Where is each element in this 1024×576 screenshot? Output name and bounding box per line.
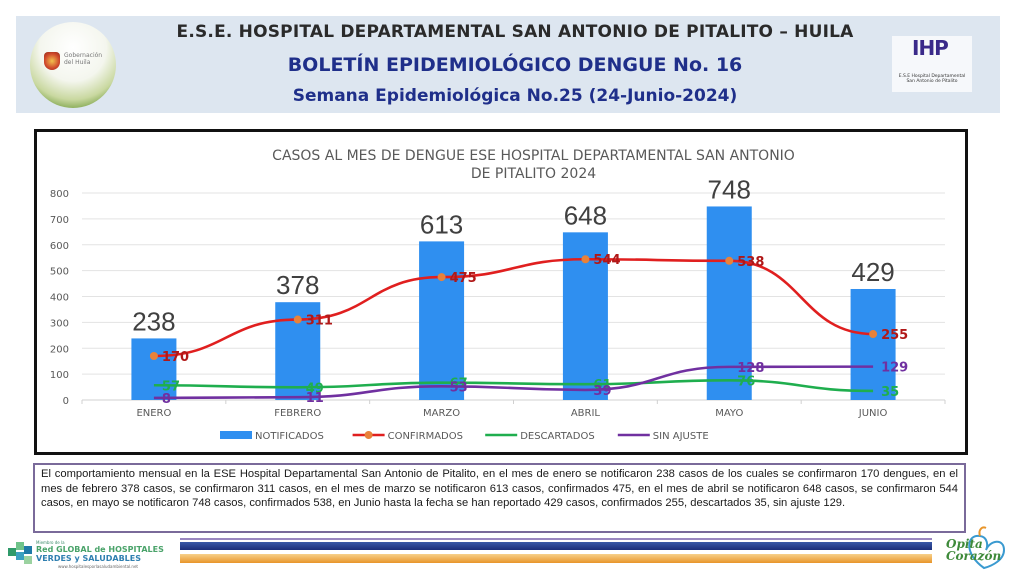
hospital-title: E.S.E. HOSPITAL DEPARTAMENTAL SAN ANTONI… [176,22,854,42]
legend-label-notificados: NOTIFICADOS [255,431,324,442]
data-label-sin-ajuste: 8 [162,392,171,407]
opita-word: Opita [946,537,983,551]
data-label-sin-ajuste: 53 [450,380,468,395]
legend-marker-confirmados [364,431,373,439]
y-tick-label: 100 [50,370,69,381]
chart-title-line: CASOS AL MES DE DENGUE ESE HOSPITAL DEPA… [272,148,795,164]
footer-stripes [180,536,932,566]
dengue-chart: CASOS AL MES DE DENGUE ESE HOSPITAL DEPA… [50,148,946,442]
line-confirmados [153,257,874,358]
data-label-confirmados: 538 [737,255,764,270]
bulletin-title: BOLETÍN EPIDEMIOLÓGICO DENGUE No. 16 [287,54,743,76]
legend-label-confirmados: CONFIRMADOS [388,431,463,442]
data-label-confirmados: 255 [881,328,908,343]
line-descartados [153,379,874,393]
x-tick-label: FEBRERO [274,408,321,419]
chart-container: CASOS AL MES DE DENGUE ESE HOSPITAL DEPA… [34,129,968,455]
x-tick-label: ENERO [136,408,171,419]
bar-value-label: 378 [276,270,319,300]
opita-de-corazon-logo: Opita Corazón [944,524,1010,572]
marker-confirmados [149,352,158,361]
logo-square [24,546,32,554]
bar-marzo [419,241,465,400]
header-banner [16,16,1000,113]
data-label-descartados: 49 [306,381,324,396]
stripe-blue [180,542,932,550]
x-tick-label: MARZO [423,408,460,419]
marker-confirmados [437,273,446,282]
gobernacion-logo-text: Gobernación del Huila [64,52,103,66]
y-tick-label: 300 [50,318,69,329]
green-logo-line2: Red GLOBAL de HOSPITALES [36,545,164,554]
green-logo-line3: VERDES y SALUDABLES [36,554,141,563]
marker-confirmados [581,255,590,264]
legend-label-sin-ajuste: SIN AJUSTE [653,431,709,442]
bar-enero [131,338,177,400]
data-label-confirmados: 170 [162,350,189,365]
data-label-confirmados: 544 [593,253,620,268]
bar-value-label: 238 [132,306,175,336]
logo-square [16,542,24,550]
bar-value-label: 429 [851,257,894,287]
gobernacion-huila-logo: Gobernación del Huila [30,22,116,108]
logo-square [8,548,16,556]
y-tick-label: 0 [63,396,69,407]
x-tick-label: MAYO [715,408,743,419]
logo-square [24,556,32,564]
y-tick-label: 800 [50,189,69,200]
y-tick-label: 200 [50,344,69,355]
stripe-orange [180,554,932,563]
legend-label-descartados: DESCARTADOS [520,431,595,442]
legend-swatch-notificados [220,431,252,439]
marker-confirmados [293,315,302,324]
marker-confirmados [725,256,734,265]
y-tick-label: 700 [50,215,69,226]
y-tick-label: 500 [50,267,69,278]
heart-icon [968,526,1006,570]
hospital-logo-mark: IHP [912,36,949,60]
x-tick-label: JUNIO [858,408,888,419]
corazon-logo-text: Opita Corazón [946,538,1001,562]
stripe-purple [180,538,932,540]
hospital-logo: IHP E.S.E Hospital Departamental San Ant… [892,36,972,92]
y-tick-label: 400 [50,293,69,304]
x-tick-label: ABRIL [571,408,601,419]
data-label-sin-ajuste: 129 [881,361,908,376]
summary-paragraph: El comportamiento mensual en la ESE Hosp… [33,463,966,533]
line-sin-ajuste [153,365,874,400]
corazon-word: Corazón [946,549,1002,563]
epi-week-subtitle: Semana Epidemiológica No.25 (24-Junio-20… [292,86,738,106]
y-tick-label: 600 [50,241,69,252]
data-label-descartados: 76 [737,374,755,389]
data-label-descartados: 67 [450,377,468,392]
crest-icon [44,52,60,70]
chart-title-line: DE PITALITO 2024 [471,166,596,182]
data-label-confirmados: 311 [306,314,333,329]
data-label-sin-ajuste: 128 [737,361,764,376]
bar-junio [850,288,896,400]
bar-value-label: 748 [708,174,751,204]
data-label-sin-ajuste: 39 [593,384,611,399]
green-logo-url: www.hospitalesporlasaludambiental.net [58,564,138,569]
data-label-sin-ajuste: 11 [306,391,324,406]
bar-value-label: 613 [420,209,463,239]
bar-value-label: 648 [564,200,607,230]
data-label-descartados: 35 [881,385,899,400]
green-logo-line1: Miembro de la [36,540,65,545]
green-hospitals-logo: Miembro de la Red GLOBAL de HOSPITALES V… [8,540,180,570]
data-label-descartados: 57 [162,379,180,394]
marker-confirmados [869,330,878,339]
data-label-confirmados: 475 [450,271,477,286]
logo-square [16,552,24,560]
hospital-logo-caption: E.S.E Hospital Departamental San Antonio… [898,74,966,84]
